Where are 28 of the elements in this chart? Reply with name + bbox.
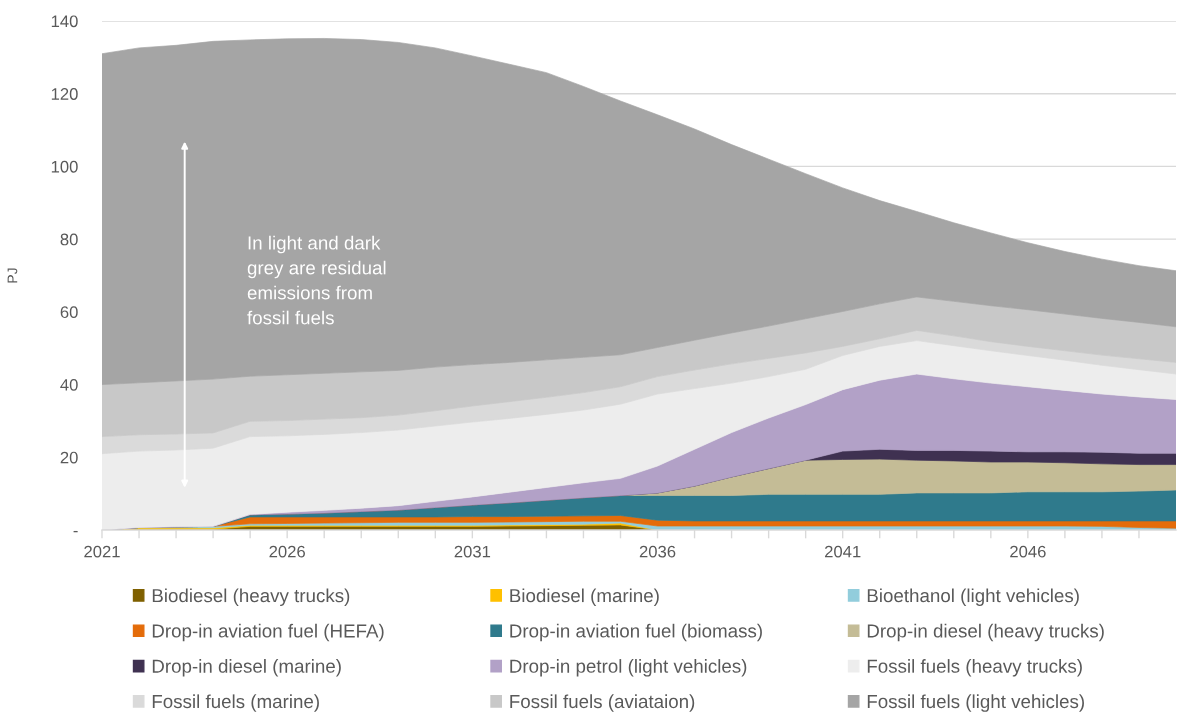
- y-axis-title: PJ: [7, 268, 18, 283]
- legend-label: Bioethanol (light vehicles): [867, 588, 1079, 606]
- legend-label: Biodiesel (heavy trucks): [152, 588, 350, 606]
- x-tick-label: 2041: [824, 545, 861, 558]
- legend-label: Fossil fuels (light vehicles): [867, 694, 1084, 712]
- legend-label: Fossil fuels (heavy trucks): [867, 659, 1082, 677]
- y-tick-label: 60: [60, 306, 78, 319]
- legend-label: Biodiesel (marine): [510, 588, 659, 606]
- legend-label: Drop-in petrol (light vehicles): [510, 659, 747, 677]
- legend-label: Drop-in diesel (marine): [152, 659, 341, 677]
- legend-label: Drop-in diesel (heavy trucks): [867, 623, 1104, 642]
- x-tick-label: 2036: [639, 545, 676, 558]
- y-tick-label: 40: [60, 378, 78, 391]
- y-tick-label: 80: [60, 233, 78, 246]
- y-tick-label: 20: [60, 451, 78, 464]
- legend-label: Fossil fuels (marine): [152, 694, 319, 712]
- x-tick-label: 2021: [84, 545, 120, 558]
- y-tick-label: 120: [51, 88, 78, 100]
- y-tick-label: 140: [51, 15, 78, 28]
- x-tick-label: 2031: [454, 545, 491, 558]
- x-tick-label: 2046: [1010, 545, 1046, 558]
- legend-label: Drop-in aviation fuel (biomass): [510, 623, 762, 642]
- y-tick-label: 100: [51, 160, 78, 173]
- y-tick-label: -: [73, 530, 78, 533]
- annotation: In light and dark grey are residual emissions from fossil fuels: [247, 235, 386, 325]
- legend-label: Fossil fuels (aviataion): [510, 694, 695, 712]
- x-tick-label: 2026: [269, 545, 305, 558]
- legend-label: Drop-in aviation fuel (HEFA): [152, 623, 384, 642]
